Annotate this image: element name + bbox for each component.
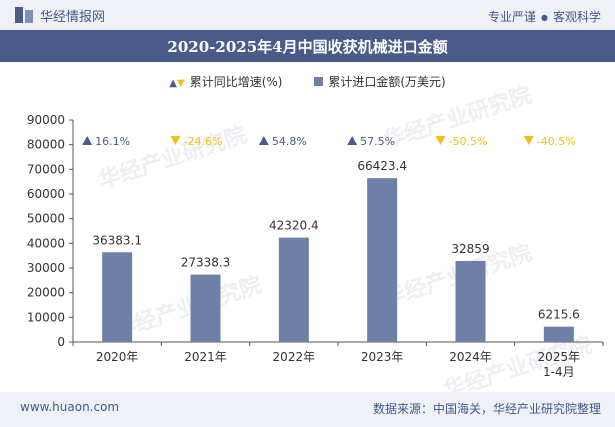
x-category-label: 1-4月 xyxy=(543,365,575,379)
bar xyxy=(278,237,309,342)
bar-value-label: 27338.3 xyxy=(181,256,231,270)
bar-value-label: 42320.4 xyxy=(269,219,319,233)
footer-url[interactable]: www.huaon.com xyxy=(20,400,120,414)
growth-up-arrow-icon xyxy=(258,136,269,145)
legend-item-amount: 累计进口金额(万美元) xyxy=(314,73,446,90)
chart-title: 2020-2025年4月中国收获机械进口金额 xyxy=(167,38,448,56)
dot-icon: ● xyxy=(541,13,548,22)
growth-down-arrow-icon xyxy=(170,136,181,145)
y-tick-label: 50000 xyxy=(27,212,65,226)
bar xyxy=(543,326,574,342)
x-category-label: 2022年 xyxy=(273,350,316,364)
y-tick-label: 80000 xyxy=(27,138,65,152)
growth-down-arrow-icon xyxy=(435,136,446,145)
legend-growth-icon: ▲▼ xyxy=(169,78,185,89)
legend-amount-swatch xyxy=(314,77,324,86)
x-category-label: 2021年 xyxy=(184,350,227,364)
y-tick-label: 30000 xyxy=(27,261,65,275)
bar xyxy=(455,260,486,342)
bar-value-label: 66423.4 xyxy=(357,159,407,173)
growth-label: 54.8% xyxy=(272,135,307,148)
y-tick-label: 10000 xyxy=(27,310,65,324)
growth-up-arrow-icon xyxy=(82,136,93,145)
site-name[interactable]: 华经情报网 xyxy=(40,10,106,25)
chart-legend: ▲▼ 累计同比增速(%) 累计进口金额(万美元) xyxy=(0,73,615,90)
x-category-label: 2024年 xyxy=(449,350,492,364)
growth-down-arrow-icon xyxy=(523,136,534,145)
growth-label: 57.5% xyxy=(360,135,395,148)
footer-bar: www.huaon.com 数据来源：中国海关，华经产业研究院整理 xyxy=(0,392,615,427)
y-tick-label: 20000 xyxy=(27,286,65,300)
footer-source: 数据来源：中国海关，华经产业研究院整理 xyxy=(372,402,601,416)
legend-amount-label: 累计进口金额(万美元) xyxy=(328,75,446,89)
growth-label: 16.1% xyxy=(95,135,130,148)
legend-item-growth: ▲▼ 累计同比增速(%) xyxy=(169,73,282,90)
y-tick-label: 0 xyxy=(57,335,65,349)
growth-label: -40.5% xyxy=(537,135,576,148)
bar-value-label: 6215.6 xyxy=(538,308,580,322)
legend-growth-label: 累计同比增速(%) xyxy=(189,75,283,89)
y-tick-label: 40000 xyxy=(27,236,65,250)
x-category-label: 2023年 xyxy=(361,350,404,364)
tagline-left: 专业严谨 xyxy=(487,10,536,24)
x-category-label: 2020年 xyxy=(96,350,139,364)
tagline: 专业严谨 ● 客观科学 xyxy=(488,8,601,25)
title-bar: 2020-2025年4月中国收获机械进口金额 xyxy=(0,30,615,62)
y-tick-label: 60000 xyxy=(27,187,65,201)
growth-up-arrow-icon xyxy=(347,136,358,145)
bar-value-label: 32859 xyxy=(451,242,489,256)
y-tick-label: 90000 xyxy=(27,113,65,127)
header-bar: 华经情报网 专业严谨 ● 客观科学 xyxy=(0,0,615,30)
bar-value-label: 36383.1 xyxy=(92,233,142,247)
y-tick-label: 70000 xyxy=(27,162,65,176)
bar xyxy=(190,274,221,342)
tagline-right: 客观科学 xyxy=(552,10,601,24)
x-category-label: 2025年 xyxy=(538,350,581,364)
growth-label: -24.6% xyxy=(184,135,223,148)
logo-icon xyxy=(15,7,33,23)
bar xyxy=(102,252,133,342)
growth-label: -50.5% xyxy=(449,135,488,148)
bar-chart: 0 10000 20000 30000 40000 50000 60000 70000 8000… xyxy=(27,113,604,379)
bar xyxy=(367,178,398,342)
